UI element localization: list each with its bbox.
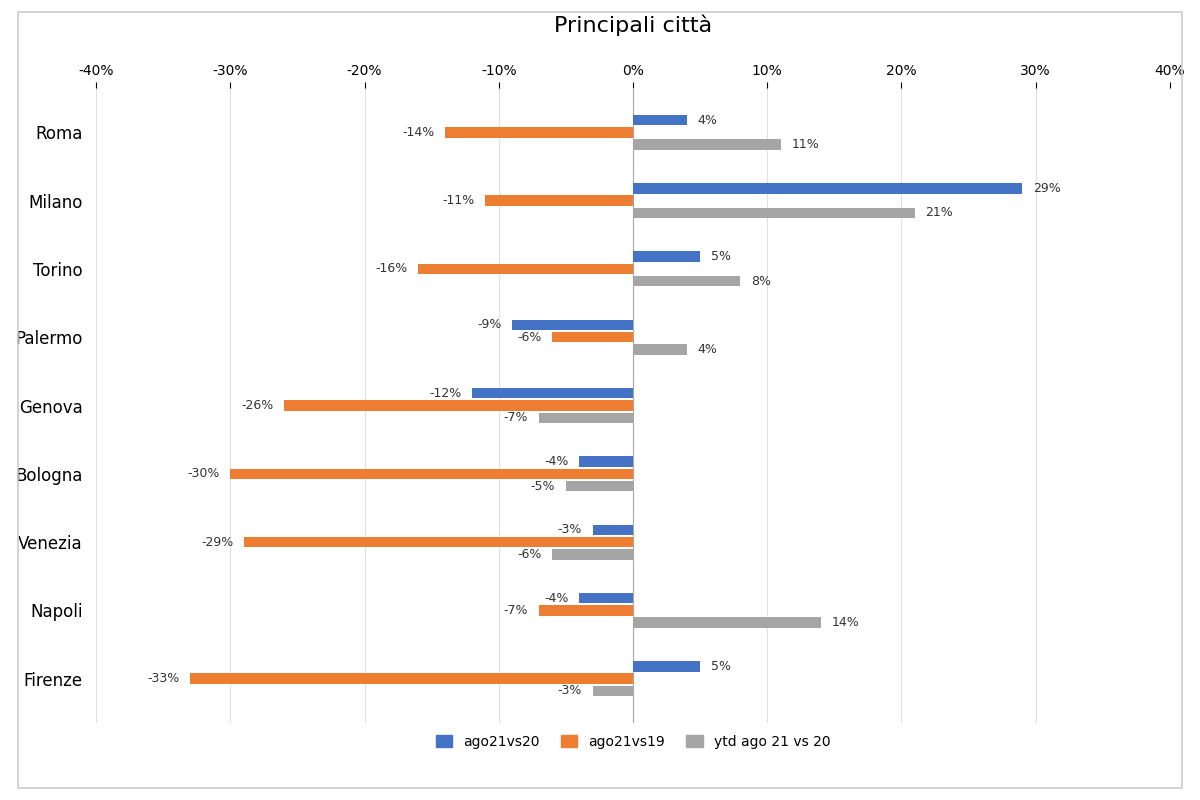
Text: 5%: 5% xyxy=(710,660,731,673)
Text: -30%: -30% xyxy=(187,467,220,480)
Bar xyxy=(593,686,632,696)
Bar xyxy=(512,320,632,330)
Text: 4%: 4% xyxy=(697,343,718,356)
Title: Principali città: Principali città xyxy=(554,15,712,37)
Bar xyxy=(190,674,632,684)
Text: -7%: -7% xyxy=(504,411,528,424)
Text: -26%: -26% xyxy=(241,399,274,412)
Bar xyxy=(632,618,821,628)
Text: -12%: -12% xyxy=(428,386,461,400)
Text: -33%: -33% xyxy=(148,672,180,685)
Text: 5%: 5% xyxy=(710,250,731,263)
Text: -3%: -3% xyxy=(558,684,582,698)
Bar xyxy=(445,127,632,138)
Text: -9%: -9% xyxy=(478,318,502,331)
Text: -16%: -16% xyxy=(376,262,408,275)
Bar xyxy=(244,537,632,547)
Text: -3%: -3% xyxy=(558,523,582,536)
Bar xyxy=(552,332,632,342)
Bar xyxy=(632,115,686,126)
Bar xyxy=(580,593,632,603)
Bar xyxy=(632,139,780,150)
Bar xyxy=(539,605,632,615)
Bar xyxy=(632,344,686,354)
Bar xyxy=(632,251,700,262)
Bar xyxy=(419,264,632,274)
Text: 4%: 4% xyxy=(697,114,718,126)
Bar xyxy=(632,183,1022,194)
Bar xyxy=(632,276,740,286)
Text: -6%: -6% xyxy=(517,548,541,561)
Legend: ago21vs20, ago21vs19, ytd ago 21 vs 20: ago21vs20, ago21vs19, ytd ago 21 vs 20 xyxy=(430,729,836,754)
Text: -6%: -6% xyxy=(517,330,541,344)
Text: 14%: 14% xyxy=(832,616,859,629)
Bar xyxy=(552,549,632,559)
Bar xyxy=(632,661,700,671)
Text: -4%: -4% xyxy=(544,455,569,468)
Text: 8%: 8% xyxy=(751,274,772,288)
Text: 29%: 29% xyxy=(1033,182,1061,195)
Bar xyxy=(539,413,632,423)
Text: -7%: -7% xyxy=(504,604,528,617)
Text: -14%: -14% xyxy=(402,126,434,139)
Bar xyxy=(632,208,914,218)
Bar xyxy=(230,469,632,479)
Text: -29%: -29% xyxy=(200,535,233,549)
Bar xyxy=(472,388,632,398)
Bar xyxy=(593,525,632,535)
Text: 21%: 21% xyxy=(925,206,953,219)
Bar xyxy=(485,195,632,206)
Bar xyxy=(566,481,632,491)
Bar xyxy=(580,456,632,466)
Text: -4%: -4% xyxy=(544,591,569,605)
Bar xyxy=(284,400,632,410)
Text: -11%: -11% xyxy=(443,194,475,207)
Text: 11%: 11% xyxy=(791,138,820,151)
Text: -5%: -5% xyxy=(530,479,556,493)
